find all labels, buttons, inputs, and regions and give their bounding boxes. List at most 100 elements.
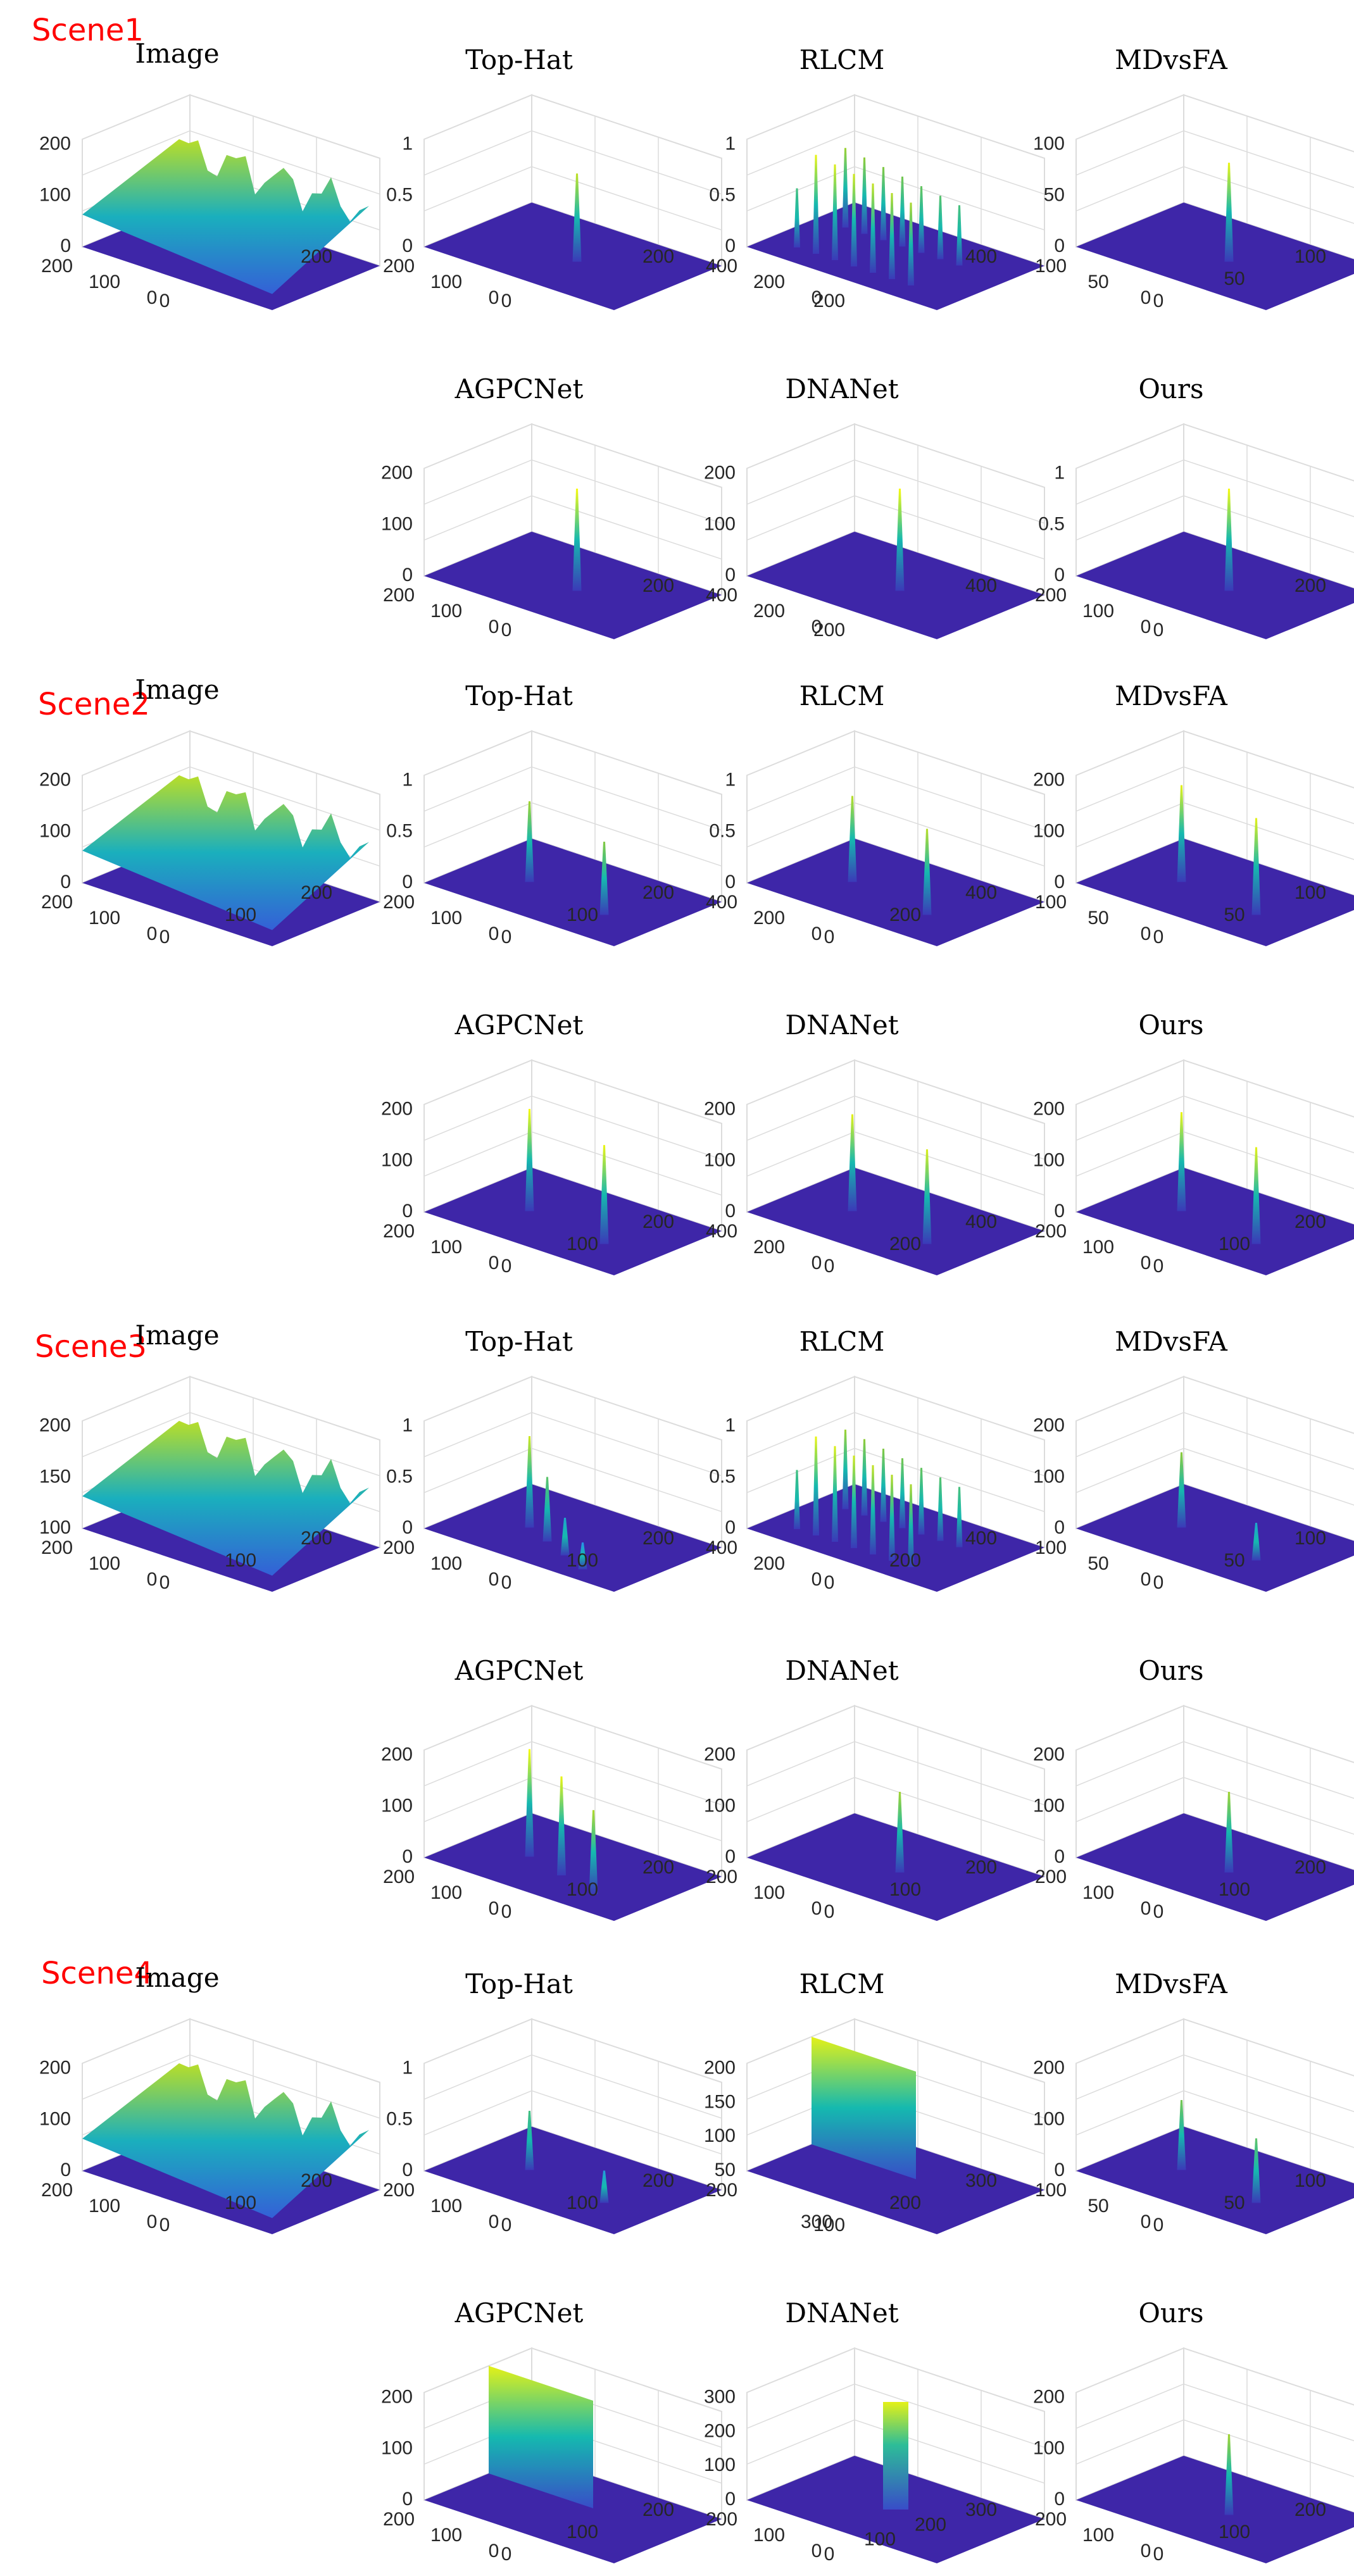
y-tick-label: 200 <box>41 892 73 913</box>
y-tick-label: 100 <box>430 2525 462 2546</box>
x-tick-label: 100 <box>889 1879 921 1900</box>
x-tick-label: 200 <box>889 1234 921 1254</box>
x-tick-label: 100 <box>1219 2522 1250 2542</box>
target-peak <box>794 1470 800 1529</box>
plot-title: DNANet <box>785 1655 899 1686</box>
z-tick-label: 0 <box>725 565 736 585</box>
target-peak <box>1177 785 1186 882</box>
y-tick-label: 200 <box>383 585 415 606</box>
y-tick-label: 100 <box>430 1553 462 1574</box>
axes-grid <box>746 94 1045 267</box>
surface-floor <box>1076 839 1354 946</box>
plot-title: MDvsFA <box>1115 680 1227 711</box>
target-peak <box>1251 2138 1261 2203</box>
z-tick-label: 100 <box>1033 1795 1065 1816</box>
y-tick-label: 300 <box>801 2211 832 2232</box>
plot-title: DNANet <box>785 1010 899 1041</box>
plot-title: Top-Hat <box>465 1326 573 1357</box>
x-tick-label: 0 <box>1153 291 1164 311</box>
target-peak <box>889 193 895 279</box>
z-tick-label: 0.5 <box>386 1466 413 1487</box>
x-tick-label: 400 <box>965 246 997 267</box>
x-tick-label: 0 <box>160 291 170 311</box>
x-tick-label: 200 <box>643 2170 674 2191</box>
y-tick-label: 100 <box>1082 1237 1114 1258</box>
axes-grid <box>746 2347 1045 2520</box>
target-peak <box>525 1749 534 1857</box>
target-peak <box>880 166 887 241</box>
y-tick-label: 0 <box>812 1253 822 1273</box>
x-tick-label: 0 <box>1153 620 1164 641</box>
z-tick-label: 100 <box>39 184 71 205</box>
y-tick-label: 100 <box>89 1553 120 1574</box>
x-tick-label: 200 <box>1294 2499 1326 2520</box>
x-tick-label: 50 <box>1224 1550 1244 1571</box>
x-tick-label: 0 <box>501 291 512 311</box>
x-tick-label: 300 <box>965 2170 997 2191</box>
z-tick-label: 0 <box>402 2489 413 2510</box>
y-tick-label: 0 <box>1141 616 1151 637</box>
target-peak <box>842 147 849 228</box>
z-tick-label: 1 <box>402 1415 413 1436</box>
z-tick-label: 0 <box>402 872 413 892</box>
z-tick-label: 200 <box>1033 770 1065 791</box>
target-peak <box>889 1475 895 1561</box>
z-tick-label: 0 <box>725 235 736 256</box>
z-tick-label: 200 <box>1033 1744 1065 1765</box>
x-tick-label: 400 <box>965 1211 997 1232</box>
plot-title: Top-Hat <box>465 1968 573 1999</box>
target-peak <box>589 1810 598 1894</box>
axes-grid <box>746 730 1045 903</box>
target-peak <box>525 1109 534 1211</box>
x-tick-label: 100 <box>567 2192 598 2213</box>
target-peak <box>832 164 838 260</box>
y-tick-label: 0 <box>147 1569 158 1590</box>
y-tick-label: 0 <box>1141 2541 1151 2561</box>
target-peak <box>861 1439 868 1516</box>
target-peak <box>599 1145 609 1244</box>
x-tick-label: 0 <box>824 1901 835 1922</box>
z-tick-label: 200 <box>1033 2058 1065 2079</box>
x-tick-label: 200 <box>813 291 845 311</box>
plot-panel-s4-agpcnet: AGPCNet 0 100 200 200 100 0 0 100 200 <box>354 2253 722 2570</box>
y-tick-label: 200 <box>41 256 73 277</box>
y-tick-label: 200 <box>753 908 785 928</box>
x-tick-label: 100 <box>1294 246 1326 267</box>
surface-wall <box>812 2037 916 2179</box>
x-tick-label: 0 <box>501 2215 512 2235</box>
axes-grid <box>746 1375 1045 1549</box>
x-tick-label: 0 <box>160 2215 170 2235</box>
z-tick-label: 150 <box>39 1466 71 1487</box>
target-peak <box>525 1436 534 1528</box>
z-tick-label: 200 <box>704 463 736 484</box>
plot-panel-s1-rlcm: RLCM 0 0.5 1 400 200 0 200 400 <box>677 0 1045 316</box>
target-peak <box>1251 818 1261 915</box>
axes-grid <box>746 1704 1045 1878</box>
y-tick-label: 200 <box>706 2180 737 2201</box>
y-tick-label: 0 <box>1141 287 1151 308</box>
x-tick-label: 200 <box>889 2192 921 2213</box>
z-tick-label: 200 <box>39 1415 71 1436</box>
x-tick-label: 200 <box>643 1857 674 1878</box>
z-tick-label: 100 <box>704 2454 736 2475</box>
plot-panel-s1-mdvsfa: MDvsFA 0 50 100 100 50 0 0 50 100 <box>1006 0 1354 316</box>
z-tick-label: 200 <box>381 463 413 484</box>
y-tick-label: 200 <box>706 2509 737 2530</box>
target-peak <box>1224 163 1234 262</box>
y-tick-label: 100 <box>89 908 120 928</box>
y-tick-label: 0 <box>489 1898 499 1919</box>
x-tick-label: 100 <box>567 904 598 925</box>
target-peak <box>599 841 609 915</box>
z-tick-label: 200 <box>39 134 71 154</box>
target-peak <box>918 186 925 253</box>
plot-panel-s4-ours: Ours 0 100 200 200 100 0 0 100 200 <box>1006 2253 1354 2570</box>
target-peak <box>908 1484 914 1567</box>
z-tick-label: 300 <box>704 2387 736 2408</box>
